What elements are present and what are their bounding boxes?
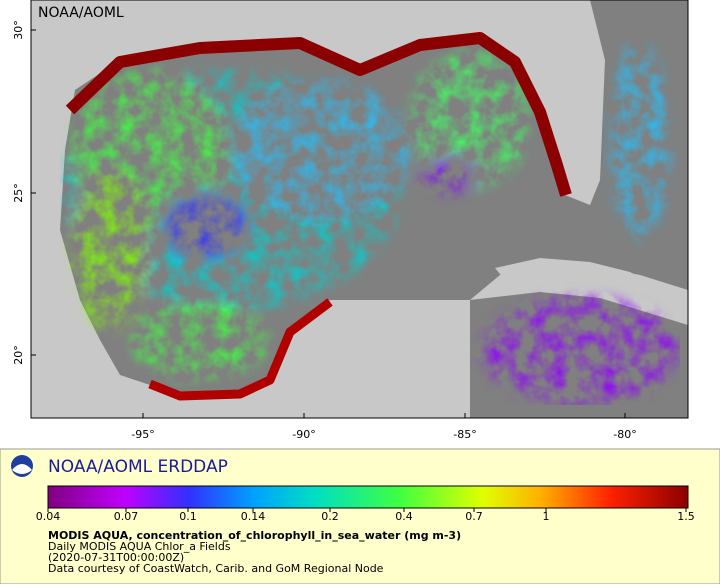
legend-line: Daily MODIS AQUA Chlor_a Fields (48, 540, 231, 553)
colorbar-label: 1.5 (677, 510, 695, 523)
lon-label: -80° (613, 428, 636, 441)
legend-lines: Daily MODIS AQUA Chlor_a Fields(2020-07-… (48, 540, 384, 575)
watermark: NOAA/AOML (38, 5, 124, 21)
lat-label: 25° (12, 183, 25, 203)
cuba (495, 258, 688, 318)
lon-label: -95° (131, 428, 154, 441)
colorbar (47, 485, 689, 509)
colorbar-label: 0.07 (114, 510, 139, 523)
colorbar-label: 1 (543, 510, 550, 523)
colorbar-label: 0.14 (241, 510, 266, 523)
legend-line: (2020-07-31T00:00:00Z) (48, 551, 184, 564)
map (31, 0, 688, 418)
colorbar-label: 0.1 (179, 510, 197, 523)
axis-ticks: 30° 25° 20° -95° -90° -85° -80° 0.04 0.07 0.1 0.14… (12, 20, 695, 523)
lat-label: 30° (12, 20, 25, 40)
legend-line: Data courtesy of CoastWatch, Carib. and … (48, 562, 384, 575)
colorbar-label: 0.04 (36, 510, 61, 523)
lon-label: -85° (453, 428, 476, 441)
coastal-bloom-south (148, 298, 333, 401)
colorbar-label: 0.7 (465, 510, 483, 523)
brand: NOAA/AOML ERDDAP (48, 457, 228, 477)
lat-label: 20° (12, 345, 25, 365)
map-frame (30, 0, 689, 419)
legend-title: MODIS AQUA, concentration_of_chlorophyll… (48, 529, 461, 542)
colorbar-label: 0.2 (321, 510, 339, 523)
chlorophyll-field (60, 40, 680, 405)
noaa-logo (11, 455, 33, 477)
lon-label: -90° (292, 428, 315, 441)
colorbar-label: 0.4 (395, 510, 413, 523)
coastal-bloom (65, 32, 572, 197)
